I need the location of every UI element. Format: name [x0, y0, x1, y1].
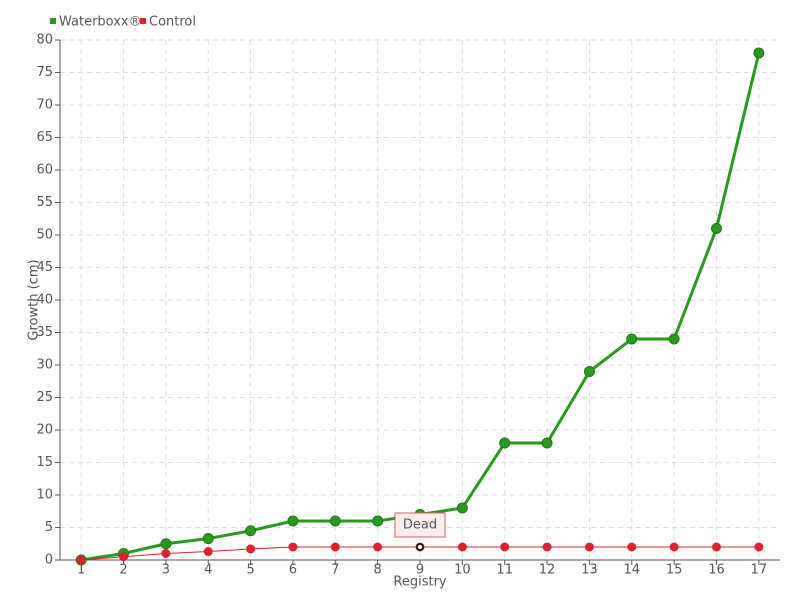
data-point: [76, 555, 86, 565]
y-tick-label: 25: [36, 390, 53, 405]
data-point: [372, 515, 384, 527]
y-tick-label: 55: [36, 195, 53, 210]
legend-label: Control: [149, 15, 196, 30]
y-tick-label: 30: [36, 358, 53, 373]
y-tick-label: 35: [36, 325, 53, 340]
y-tick-label: 65: [36, 130, 53, 145]
x-tick-label: 2: [119, 563, 127, 578]
x-tick-label: 11: [496, 563, 513, 578]
data-point: [500, 542, 510, 552]
data-point: [246, 544, 256, 554]
data-point: [119, 552, 129, 562]
data-point: [541, 437, 553, 449]
y-axis-label: Growth (cm): [27, 259, 42, 340]
data-point: [754, 542, 764, 552]
x-tick-label: 7: [331, 563, 339, 578]
y-tick-label: 50: [36, 228, 53, 243]
y-tick-label: 60: [36, 163, 53, 178]
legend-swatch: [140, 18, 146, 24]
y-tick-label: 75: [36, 65, 53, 80]
data-point: [203, 547, 213, 557]
y-tick-label: 70: [36, 98, 53, 113]
y-tick-label: 5: [45, 520, 53, 535]
data-point: [627, 542, 637, 552]
legend-label: Waterboxx®: [59, 15, 142, 30]
x-tick-label: 17: [751, 563, 768, 578]
data-point: [542, 542, 552, 552]
x-tick-label: 1: [77, 563, 85, 578]
data-point: [499, 437, 511, 449]
x-tick-label: 15: [666, 563, 683, 578]
data-point: [161, 549, 171, 558]
x-tick-label: 12: [539, 563, 556, 578]
data-point: [626, 333, 638, 345]
data-point: [456, 502, 468, 514]
x-tick-label: 5: [246, 563, 254, 578]
data-point: [753, 47, 765, 59]
y-tick-label: 15: [36, 455, 53, 470]
data-point: [245, 525, 257, 537]
x-tick-label: 3: [162, 563, 170, 578]
y-tick-label: 0: [45, 553, 53, 568]
data-point: [584, 542, 594, 552]
annotation-point: [416, 543, 424, 551]
x-axis-label: Registry: [393, 575, 447, 590]
annotation-box: [394, 512, 446, 538]
y-tick-label: 10: [36, 488, 53, 503]
x-tick-label: 4: [204, 563, 212, 578]
y-tick-label: 80: [36, 33, 53, 48]
data-point: [202, 533, 214, 545]
y-tick-label: 20: [36, 423, 53, 438]
data-point: [583, 366, 595, 377]
data-point: [329, 515, 341, 527]
x-tick-label: 6: [289, 563, 297, 578]
data-point: [160, 538, 172, 550]
x-tick-label: 8: [374, 563, 382, 578]
data-point: [330, 542, 340, 552]
legend-swatch: [50, 18, 56, 24]
data-point: [669, 542, 679, 552]
data-point: [711, 542, 721, 552]
x-tick-label: 13: [581, 563, 598, 578]
x-tick-label: 9: [416, 563, 424, 578]
annotation-text: Dead: [403, 518, 437, 533]
x-tick-label: 10: [454, 563, 471, 578]
y-tick-label: 40: [36, 293, 53, 308]
data-point: [457, 542, 467, 552]
x-tick-label: 16: [708, 563, 725, 578]
data-point: [373, 542, 383, 552]
y-tick-label: 45: [36, 260, 53, 275]
data-point: [288, 542, 298, 552]
x-tick-label: 14: [623, 563, 640, 578]
data-point: [287, 515, 299, 527]
data-point: [710, 223, 722, 234]
data-point: [668, 333, 680, 345]
